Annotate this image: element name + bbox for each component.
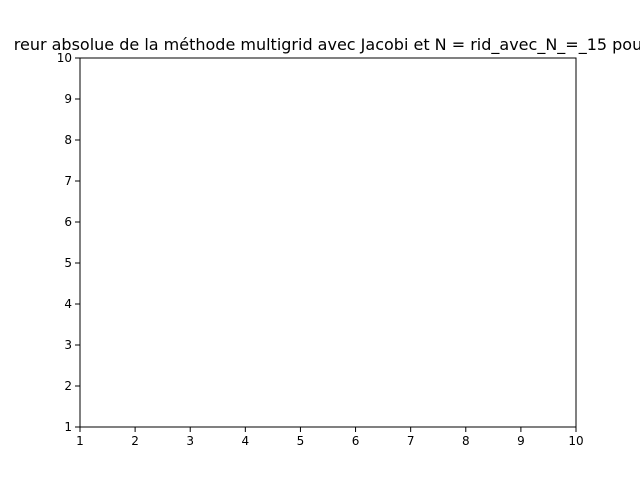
x-axis-ticks: 1 2 3 4 5 6 7 8 9 10	[76, 427, 584, 448]
y-tick-label: 1	[64, 420, 72, 434]
x-tick-label: 7	[407, 434, 415, 448]
y-tick-label: 5	[64, 256, 72, 270]
x-tick-label: 2	[131, 434, 139, 448]
x-tick-label: 6	[352, 434, 360, 448]
x-tick-label: 8	[462, 434, 470, 448]
y-tick-label: 6	[64, 215, 72, 229]
y-tick-label: 7	[64, 174, 72, 188]
y-tick-label: 4	[64, 297, 72, 311]
x-tick-label: 3	[186, 434, 194, 448]
y-tick-label: 2	[64, 379, 72, 393]
y-tick-label: 10	[57, 51, 72, 65]
plot-area-frame	[79, 57, 577, 428]
x-tick-label: 4	[242, 434, 250, 448]
y-tick-label: 8	[64, 133, 72, 147]
chart-title: reur absolue de la méthode multigrid ave…	[14, 35, 640, 55]
x-tick-label: 9	[517, 434, 525, 448]
x-tick-label: 5	[297, 434, 305, 448]
x-tick-label: 1	[76, 434, 84, 448]
y-tick-label: 9	[64, 92, 72, 106]
x-tick-label: 10	[568, 434, 583, 448]
y-axis-ticks: 1 2 3 4 5 6 7 8 9 10	[57, 51, 80, 434]
y-tick-label: 3	[64, 338, 72, 352]
